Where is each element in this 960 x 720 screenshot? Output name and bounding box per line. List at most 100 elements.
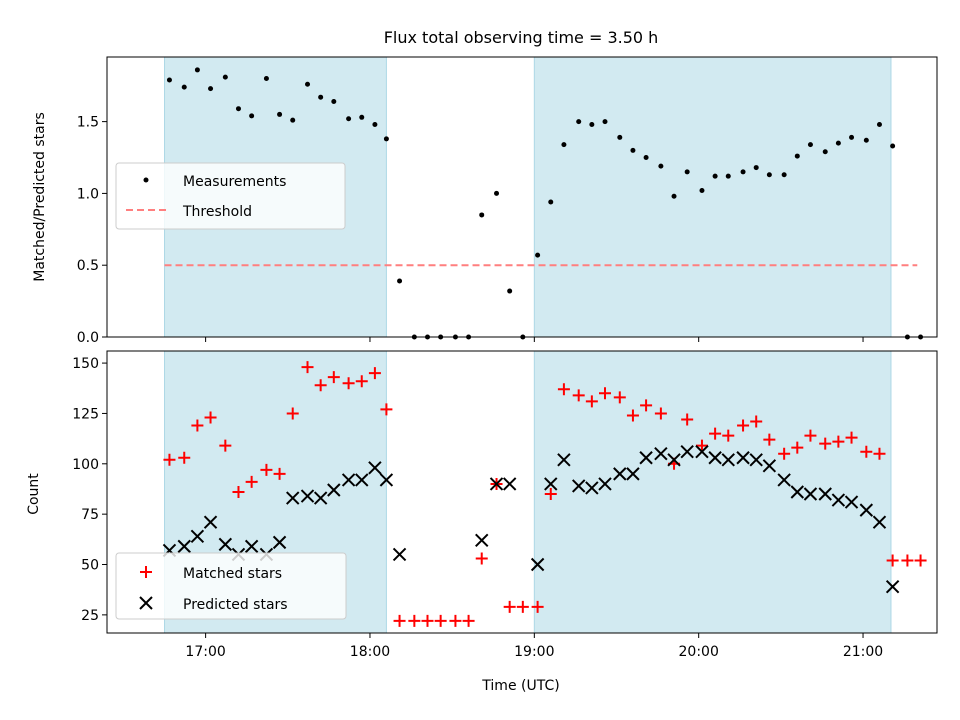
measurement-point <box>372 121 378 127</box>
matched-stars-point <box>260 463 273 476</box>
matched-stars-point <box>204 411 217 424</box>
matched-stars-point <box>380 403 393 416</box>
matched-stars-point <box>626 409 639 422</box>
matched-stars-point <box>804 429 817 442</box>
y-tick-label: 0.0 <box>77 330 99 346</box>
measurement-point <box>671 193 677 199</box>
predicted-stars-point <box>489 477 504 491</box>
predicted-stars-point <box>313 491 328 505</box>
measurement-point <box>807 142 813 148</box>
y-tick-label: 150 <box>72 356 99 372</box>
predicted-stars-point <box>379 473 394 487</box>
matched-stars-point <box>462 614 475 627</box>
matched-stars-point <box>845 431 858 444</box>
measurement-point <box>684 169 690 175</box>
matched-stars-point <box>178 451 191 464</box>
matched-stars-point <box>301 361 314 374</box>
measurement-point <box>753 165 759 171</box>
measurement-point <box>630 147 636 153</box>
bottom-axes-frame <box>106 350 938 634</box>
matched-stars-point <box>585 395 598 408</box>
predicted-stars-point <box>475 533 489 548</box>
measurement-point <box>166 77 172 83</box>
measurement-point <box>397 278 403 284</box>
predicted-stars-point <box>803 487 818 501</box>
predicted-stars-legend-label: Predicted stars <box>183 597 288 613</box>
predicted-stars-legend-marker <box>139 596 153 610</box>
measurement-point <box>249 113 255 119</box>
x-tick-label: 17:00 <box>185 644 225 660</box>
measurement-point <box>658 163 664 169</box>
matched-stars-point <box>819 437 832 450</box>
x-tick-label: 21:00 <box>843 644 883 660</box>
matched-stars-legend-marker <box>140 566 152 578</box>
matched-stars-point <box>886 554 899 567</box>
predicted-stars-point <box>190 529 205 544</box>
measurement-point <box>766 172 772 178</box>
y-tick-label: 0.5 <box>77 258 99 274</box>
matched-stars-point <box>681 413 694 426</box>
measurement-point <box>277 111 283 117</box>
predicted-stars-point <box>585 481 599 495</box>
matched-stars-point <box>599 387 611 400</box>
predicted-stars-point <box>203 515 218 529</box>
predicted-stars-point <box>872 515 887 529</box>
matched-stars-point <box>901 554 914 567</box>
measurement-point <box>794 153 800 159</box>
measurement-point <box>181 84 187 90</box>
matched-stars-point <box>557 383 570 396</box>
top-y-axis-label: Matched/Predicted stars <box>32 112 48 282</box>
measurement-point <box>383 136 389 142</box>
matched-stars-point <box>722 429 735 442</box>
matched-stars-point <box>873 447 886 460</box>
matched-stars-point <box>544 488 557 501</box>
predicted-stars-point <box>680 445 694 459</box>
predicted-stars-point <box>300 489 315 503</box>
y-tick-label: 1.0 <box>77 186 99 202</box>
x-tick-label: 20:00 <box>679 644 719 660</box>
predicted-stars-point <box>341 473 356 487</box>
bottom-x-axis: 17:00 18:00 19:00 20:00 21:00 <box>185 633 883 660</box>
bottom-legend-box <box>115 552 347 620</box>
predicted-stars-point <box>218 537 233 552</box>
measurement-point <box>835 140 841 146</box>
y-tick-label: 50 <box>81 558 99 574</box>
matched-stars-point <box>503 600 516 613</box>
matched-stars-point <box>572 389 585 402</box>
y-tick-label: 25 <box>81 608 99 624</box>
observing-window-1 <box>533 350 892 634</box>
matched-stars-points <box>163 361 927 627</box>
predicted-stars-point <box>790 485 805 499</box>
measurement-point <box>235 106 241 112</box>
bottom-shading <box>164 350 892 634</box>
predicted-stars-point <box>762 459 777 473</box>
y-tick-label: 75 <box>81 507 99 523</box>
matched-stars-point <box>778 447 791 460</box>
measurement-point <box>305 81 311 87</box>
measurement-point <box>561 142 567 148</box>
measurement-point <box>331 99 337 105</box>
measurement-point <box>479 212 485 218</box>
matched-stars-point <box>368 367 381 380</box>
matched-stars-point <box>191 419 204 432</box>
measurement-point <box>576 119 582 125</box>
x-tick-label: 18:00 <box>350 644 390 660</box>
predicted-stars-point <box>177 539 191 554</box>
predicted-stars-point <box>530 557 545 572</box>
measurement-point <box>712 173 718 179</box>
matched-stars-legend-label: Matched stars <box>183 566 282 582</box>
x-axis-label: Time (UTC) <box>481 678 559 694</box>
matched-stars-point <box>832 435 845 448</box>
predicted-stars-point <box>844 495 859 509</box>
predicted-stars-point <box>244 539 259 554</box>
measurement-point <box>359 114 365 120</box>
predicted-stars-point <box>654 447 668 461</box>
matched-stars-point <box>232 486 245 498</box>
predicted-stars-point <box>286 491 300 505</box>
measurement-point <box>617 134 623 140</box>
predicted-stars-point <box>818 487 832 501</box>
measurement-point <box>318 94 324 100</box>
predicted-stars-point <box>272 535 287 550</box>
predicted-stars-point <box>695 445 709 459</box>
